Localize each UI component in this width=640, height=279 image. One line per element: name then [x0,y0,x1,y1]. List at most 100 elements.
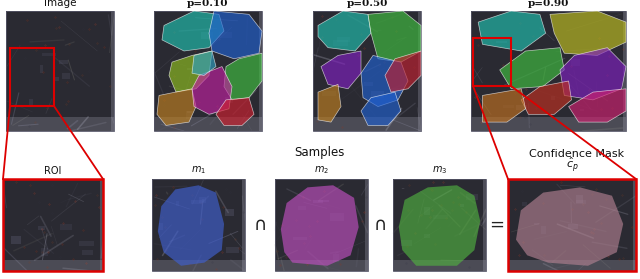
Bar [3,179,103,271]
Text: Samples: Samples [294,146,344,159]
Bar [393,179,486,271]
Bar [576,200,586,204]
Bar [225,97,233,103]
Bar [152,179,245,271]
Bar [152,260,245,271]
Bar [3,260,103,271]
Bar [188,111,193,114]
Bar [83,250,93,255]
Bar [40,65,44,73]
Polygon shape [483,89,525,122]
Bar [471,11,626,131]
Text: Image: Image [44,0,76,8]
Polygon shape [318,11,371,51]
Bar [198,197,206,203]
Bar [111,11,114,131]
Bar [100,179,103,271]
Bar [401,240,412,246]
Bar [365,179,368,271]
Text: $m_2$: $m_2$ [314,164,329,176]
Bar [393,260,486,271]
Bar [495,41,506,43]
Polygon shape [318,84,341,122]
Bar [292,237,307,239]
Bar [59,60,68,64]
Bar [259,11,262,131]
Text: p=0.50: p=0.50 [346,0,388,8]
Bar [333,40,348,46]
Bar [333,254,339,262]
Bar [508,179,636,271]
Bar [471,11,626,131]
Text: $m_1$: $m_1$ [191,164,206,176]
Bar [508,179,636,271]
Bar [242,179,245,271]
Bar [79,241,93,246]
Text: =: = [490,216,504,234]
Bar [6,117,114,131]
Bar [219,32,232,38]
Bar [424,207,430,215]
Bar [202,32,212,39]
Bar [60,224,72,230]
Bar [188,68,193,71]
Polygon shape [162,11,224,51]
Bar [313,11,421,131]
Bar [298,206,307,210]
Bar [152,179,245,271]
Bar [38,226,45,230]
Polygon shape [478,11,546,51]
Bar [337,37,350,42]
Text: Confidence Mask: Confidence Mask [529,149,625,159]
Bar [175,201,179,206]
Bar [503,105,515,108]
Bar [225,209,234,216]
Bar [313,11,421,131]
Bar [226,247,239,253]
Bar [623,11,626,131]
Bar [330,213,344,221]
Polygon shape [399,185,480,266]
Bar [467,194,478,199]
Bar [29,99,33,107]
Bar [275,260,368,271]
Text: p=0.10: p=0.10 [188,0,228,8]
Bar [6,11,114,131]
Bar [577,195,582,203]
Bar [154,11,262,131]
Bar [275,179,368,271]
Bar [508,179,636,271]
Bar [391,88,403,93]
Text: $\hat{c}_p$: $\hat{c}_p$ [566,155,579,174]
Polygon shape [192,51,216,75]
Bar [471,117,626,131]
Bar [154,11,262,131]
Polygon shape [560,48,626,100]
Bar [10,48,54,106]
Bar [313,200,323,203]
Bar [55,77,59,81]
Bar [313,117,421,131]
Polygon shape [550,11,626,56]
Bar [522,202,527,206]
Bar [42,248,47,256]
Polygon shape [321,51,361,89]
Bar [571,59,580,66]
Text: $m_3$: $m_3$ [432,164,447,176]
Bar [159,223,163,230]
Bar [275,179,368,271]
Polygon shape [361,56,408,107]
Bar [61,73,70,79]
Bar [633,179,636,271]
Bar [186,111,193,119]
Polygon shape [216,98,254,126]
Bar [371,91,384,98]
Bar [483,179,486,271]
Bar [418,11,421,131]
Bar [42,54,56,56]
Polygon shape [281,185,358,266]
Polygon shape [521,81,572,114]
Polygon shape [368,11,421,62]
Bar [322,91,336,96]
Text: ∩: ∩ [253,216,267,234]
